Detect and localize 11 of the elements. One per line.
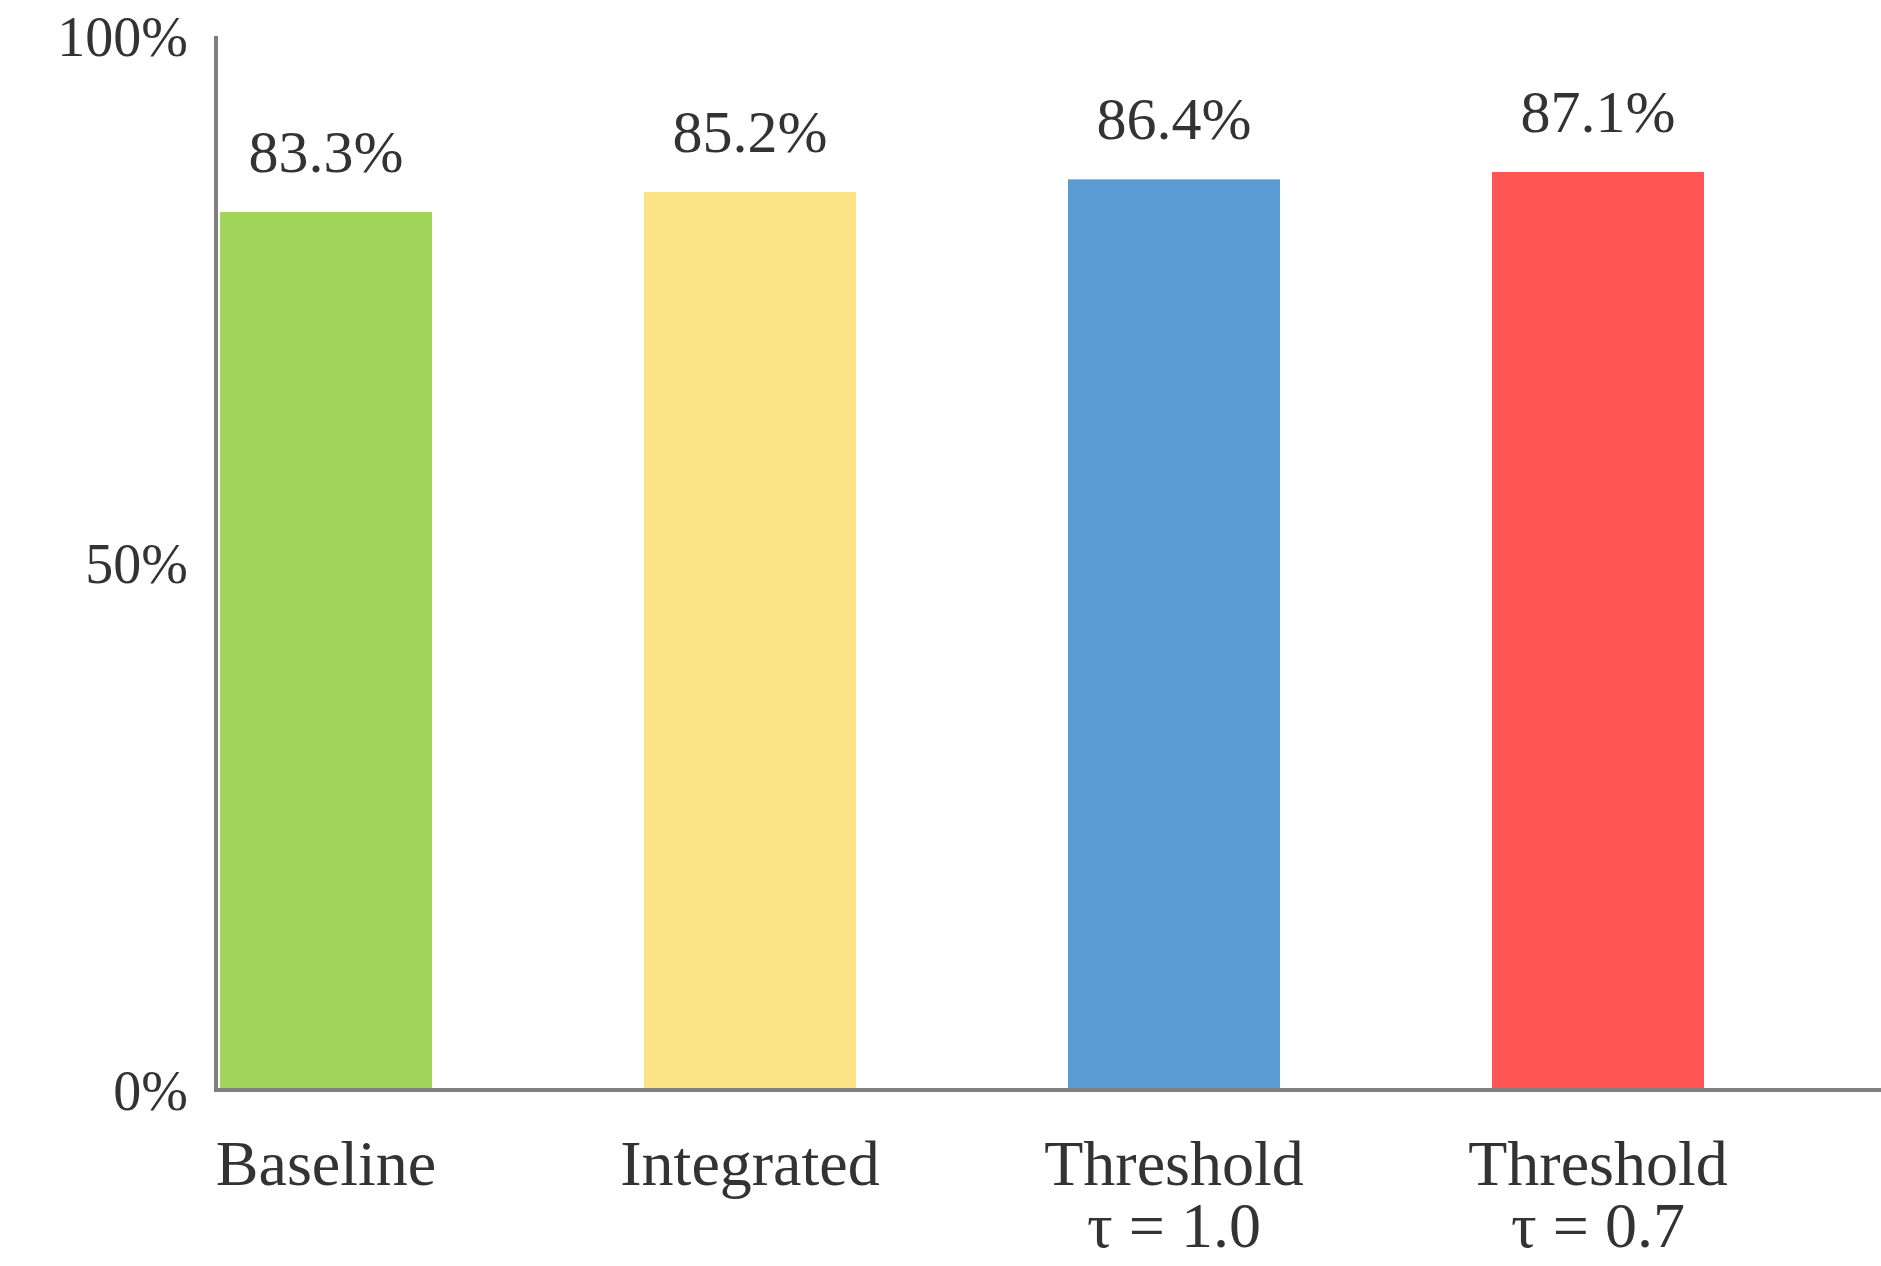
data-label: 83.3%	[248, 119, 404, 186]
x-tick-label: Baseline	[215, 1128, 437, 1199]
data-label: 87.1%	[1520, 78, 1676, 145]
x-tick-label: Integrated	[620, 1128, 880, 1199]
y-tick-label: 100%	[57, 5, 188, 68]
x-tick-label: Threshold τ = 0.7	[1468, 1128, 1728, 1261]
y-tick-label: 0%	[113, 1059, 188, 1122]
data-label: 85.2%	[672, 98, 828, 165]
x-tick-label: Threshold τ = 1.0	[1044, 1128, 1304, 1261]
y-tick-label: 50%	[85, 532, 188, 595]
data-label: 86.4%	[1096, 86, 1252, 153]
